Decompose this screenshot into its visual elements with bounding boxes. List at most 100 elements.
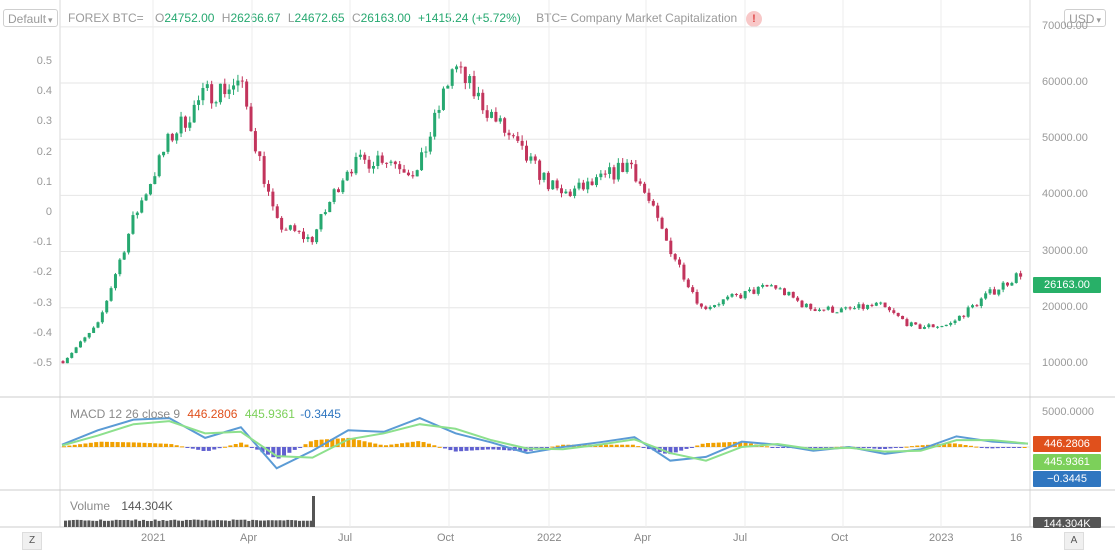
macd-histogram-bar [94,442,99,447]
candle-body [144,194,148,201]
macd-histogram-bar [915,445,920,447]
candle-body [909,322,913,327]
candle-body [590,181,594,186]
macd-histogram-bar [620,444,625,447]
macd-histogram-bar [673,447,678,453]
volume-bar [67,520,71,527]
candle-body [787,291,791,296]
time-tick-label: Apr [240,532,258,544]
candle-body [651,200,655,206]
candle-body [726,296,730,300]
volume-bar [173,519,177,527]
macd-histogram-bar [985,447,990,449]
macd-histogram-bar [480,447,485,450]
macd-histogram-bar [400,443,405,447]
macd-histogram-bar [770,447,775,448]
candle-body [498,118,502,122]
candle-body [1010,282,1014,286]
volume-bar [157,520,161,527]
volume-bar [145,520,149,527]
macd-histogram-bar [137,442,142,447]
candle-body [472,76,476,97]
volume-bar [177,520,181,527]
candle-body [520,140,524,146]
auto-scale-button[interactable]: A [1064,532,1084,550]
macd-scale-top: 5000.0000 [1042,406,1094,418]
candle-body [809,303,813,310]
candle-body [914,322,918,325]
candle-body [354,156,358,174]
macd-histogram-bar [689,447,694,448]
volume-bar [71,519,75,527]
macd-histogram-bar [255,447,260,450]
currency-dropdown[interactable]: USD ▾ [1064,9,1106,27]
candle-body [428,136,432,152]
macd-histogram-bar [239,442,244,447]
macd-histogram-bar [979,447,984,448]
macd-histogram-bar [807,447,812,449]
volume-bar [181,520,184,527]
candle-body [398,164,402,170]
candle-body [385,162,389,164]
price-tick-label: 60000.00 [1042,76,1088,89]
candle-body [253,131,257,152]
candle-body [844,307,848,309]
macd-histogram-bar [990,447,995,449]
macd-legend: MACD 12 26 close 9 446.2806 445.9361 -0.… [70,407,341,421]
candle-body [577,182,581,189]
candle-body [826,306,830,310]
macd-histogram-bar [212,447,217,450]
candle-body [127,233,131,253]
candle-body [839,308,843,313]
macd-histogram-bar [244,444,249,447]
candle-body [446,85,450,89]
signal-value: 445.9361 [244,407,295,421]
candle-body [476,92,480,97]
candle-body [691,287,695,292]
macd-histogram-bar [389,444,394,447]
macd-histogram-bar [217,447,222,449]
macd-histogram-bar [308,441,313,447]
macd-histogram-bar [185,447,190,448]
volume-bar [196,519,200,527]
candle-body [896,312,900,316]
candle-body [944,324,948,327]
left-tick-label: -0.3 [33,296,52,309]
candle-body [713,305,717,307]
volume-bar [223,520,227,527]
macd-histogram-bar [228,445,233,447]
candle-body [183,116,187,128]
symbol-name: FOREX BTC= [68,11,144,25]
candle-body [245,81,249,107]
preset-dropdown[interactable]: Default ▾ [3,9,58,27]
macd-histogram-bar [668,447,673,455]
candle-body [105,300,109,313]
macd-histogram-bar [126,442,131,447]
candle-body [135,212,139,216]
candle-body [975,305,979,307]
candle-body [568,191,572,196]
volume-legend: Volume 144.304K [70,499,173,513]
candle-body [761,284,765,287]
macd-histogram-bar [765,446,770,448]
volume-bar [274,520,278,527]
candle-body [507,132,511,136]
preset-label: Default [8,12,47,26]
macd-histogram-bar [453,447,458,452]
candle-body [861,304,865,309]
macd-histogram-bar [276,447,281,459]
volume-bar [305,520,309,527]
candle-body [752,289,756,294]
macd-histogram-bar [448,447,453,451]
time-tick-label: Oct [831,532,849,544]
warning-icon[interactable]: ! [746,11,762,27]
volume-bar [278,520,282,527]
candle-body [297,230,301,232]
macd-histogram-bar [153,443,158,447]
macd-histogram-bar [319,439,324,447]
volume-bar [200,520,204,527]
macd-histogram-bar [223,446,227,448]
zoom-button[interactable]: Z [22,532,42,550]
candle-body [647,192,651,201]
